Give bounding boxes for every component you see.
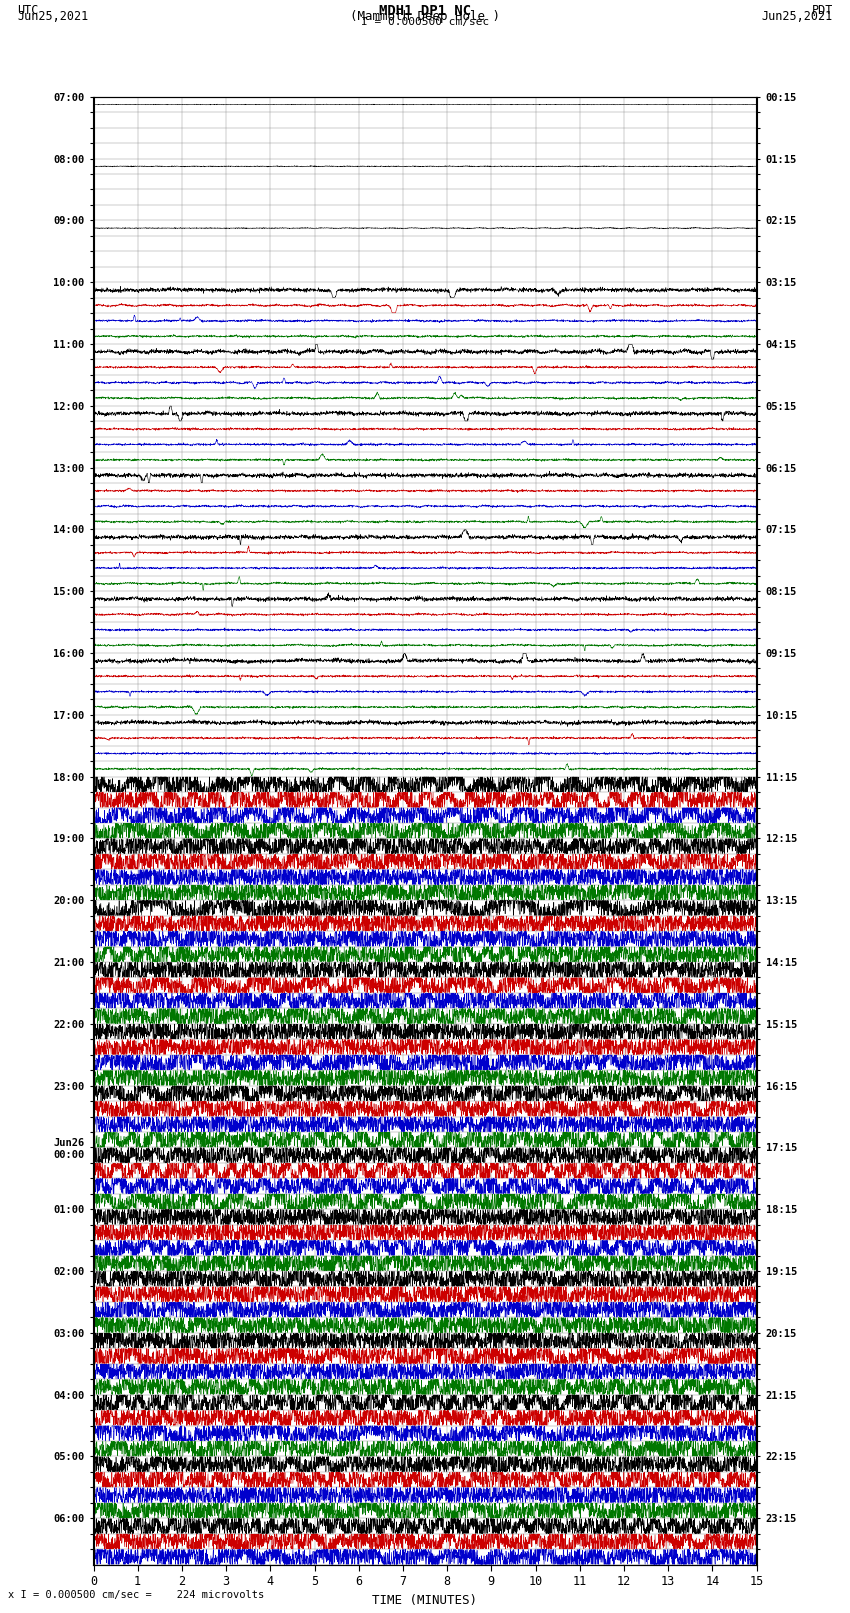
Text: Jun25,2021: Jun25,2021 xyxy=(762,11,833,24)
X-axis label: TIME (MINUTES): TIME (MINUTES) xyxy=(372,1594,478,1607)
Text: PDT: PDT xyxy=(812,5,833,18)
Text: Jun25,2021: Jun25,2021 xyxy=(17,11,88,24)
Text: UTC: UTC xyxy=(17,5,38,18)
Text: MDH1 DP1 NC: MDH1 DP1 NC xyxy=(379,5,471,18)
Text: x I = 0.000500 cm/sec =    224 microvolts: x I = 0.000500 cm/sec = 224 microvolts xyxy=(8,1590,264,1600)
Text: (Mammoth Deep Hole ): (Mammoth Deep Hole ) xyxy=(350,11,500,24)
Text: I = 0.000500 cm/sec: I = 0.000500 cm/sec xyxy=(361,18,489,27)
